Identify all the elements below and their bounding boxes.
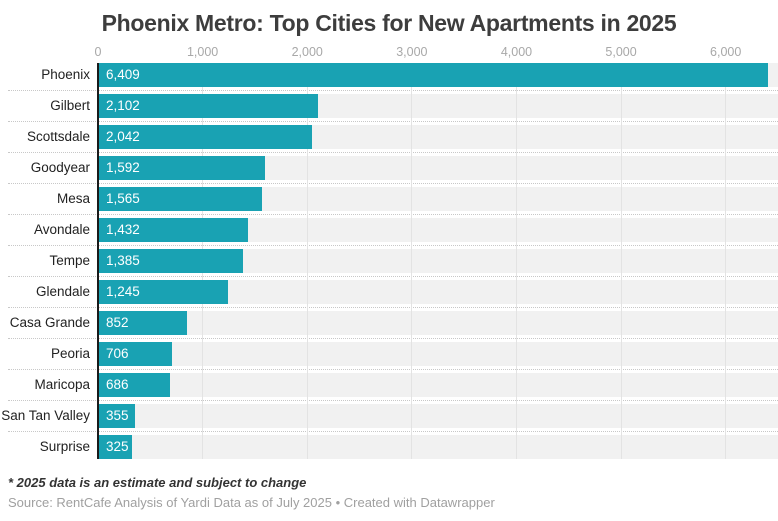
row-separator <box>0 242 778 249</box>
bar-row: Gilbert 2,102 <box>0 94 778 118</box>
bar-value-label: 706 <box>106 346 129 361</box>
row-separator <box>0 335 778 342</box>
bar: 325 <box>98 435 132 459</box>
bar: 706 <box>98 342 172 366</box>
bar-row: Casa Grande 852 <box>0 311 778 335</box>
zero-axis-line <box>97 63 99 459</box>
category-label: San Tan Valley <box>1 408 90 423</box>
bar-track: 355 <box>98 404 778 428</box>
bar: 1,592 <box>98 156 265 180</box>
category-label: Maricopa <box>34 377 90 392</box>
bar-value-label: 2,042 <box>106 129 140 144</box>
bar-value-label: 1,385 <box>106 253 140 268</box>
bar-track: 1,432 <box>98 218 778 242</box>
row-separator <box>0 87 778 94</box>
bar-track: 1,565 <box>98 187 778 211</box>
bar-value-label: 1,565 <box>106 191 140 206</box>
bar-row: Peoria 706 <box>0 342 778 366</box>
category-label: Gilbert <box>50 98 90 113</box>
bar-track: 852 <box>98 311 778 335</box>
bar-row: Tempe 1,385 <box>0 249 778 273</box>
bar: 2,102 <box>98 94 318 118</box>
category-label: Scottsdale <box>26 129 90 144</box>
gridline <box>515 63 517 459</box>
axis-tick-label: 6,000 <box>710 45 742 59</box>
axis-tick-label: 0 <box>94 45 102 59</box>
bar-row: Surprise 325 <box>0 435 778 459</box>
bar: 1,385 <box>98 249 243 273</box>
category-label: Avondale <box>33 222 90 237</box>
category-label: Goodyear <box>30 160 90 175</box>
bar: 1,245 <box>98 280 229 304</box>
row-separator <box>0 397 778 404</box>
bar-value-label: 1,432 <box>106 222 140 237</box>
bar-value-label: 686 <box>106 377 129 392</box>
x-axis: 0 1,000 2,000 3,000 4,000 5,000 6,000 <box>0 45 778 60</box>
bar-row: Avondale 1,432 <box>0 218 778 242</box>
row-separator <box>0 211 778 218</box>
gridline <box>620 63 622 459</box>
row-separator <box>0 304 778 311</box>
bar-row: Mesa 1,565 <box>0 187 778 211</box>
bar-value-label: 1,245 <box>106 284 140 299</box>
row-separator <box>0 118 778 125</box>
axis-tick-label: 2,000 <box>291 45 323 59</box>
bar-track: 325 <box>98 435 778 459</box>
axis-tick-label: 1,000 <box>186 45 219 59</box>
footnote: * 2025 data is an estimate and subject t… <box>8 475 307 490</box>
bar-track: 686 <box>98 373 778 397</box>
bar-row: San Tan Valley 355 <box>0 404 778 428</box>
category-label: Mesa <box>56 191 90 206</box>
axis-tick-label: 4,000 <box>500 45 533 59</box>
category-label: Phoenix <box>41 67 90 82</box>
row-separator <box>0 180 778 187</box>
bar-value-label: 355 <box>106 408 129 423</box>
bar-track: 1,385 <box>98 249 778 273</box>
bar-row: Maricopa 686 <box>0 373 778 397</box>
bar-track: 706 <box>98 342 778 366</box>
gridline <box>411 63 413 459</box>
bar-row: Phoenix 6,409 <box>0 63 778 87</box>
bar-value-label: 325 <box>106 439 129 454</box>
bar-value-label: 6,409 <box>106 67 140 82</box>
row-separator <box>0 149 778 156</box>
bar-track: 6,409 <box>98 63 778 87</box>
bar-row: Glendale 1,245 <box>0 280 778 304</box>
row-separator <box>0 366 778 373</box>
category-label: Glendale <box>35 284 90 299</box>
chart-title: Phoenix Metro: Top Cities for New Apartm… <box>101 10 677 36</box>
bar-row: Scottsdale 2,042 <box>0 125 778 149</box>
bar-track: 1,592 <box>98 156 778 180</box>
gridline <box>306 63 308 459</box>
category-label: Tempe <box>49 253 90 268</box>
row-separator <box>0 428 778 435</box>
bar: 6,409 <box>98 63 769 87</box>
bar-row: Goodyear 1,592 <box>0 156 778 180</box>
gridline <box>725 63 727 459</box>
bar-value-label: 852 <box>106 315 129 330</box>
bar: 355 <box>98 404 136 428</box>
bar-value-label: 2,102 <box>106 98 140 113</box>
bar-track: 1,245 <box>98 280 778 304</box>
plot-area: Phoenix 6,409 Gilbert 2,102 Scottsdale 2,042 G… <box>0 63 778 459</box>
axis-tick-label: 5,000 <box>605 45 637 59</box>
bar: 686 <box>98 373 170 397</box>
bar: 2,042 <box>98 125 312 149</box>
source-line: Source: RentCafe Analysis of Yardi Data … <box>8 495 495 510</box>
bar-track: 2,042 <box>98 125 778 149</box>
bar: 1,432 <box>98 218 248 242</box>
bar: 1,565 <box>98 187 262 211</box>
category-label: Peoria <box>50 346 90 361</box>
category-label: Casa Grande <box>9 315 90 330</box>
bar-track: 2,102 <box>98 94 778 118</box>
bar: 852 <box>98 311 188 335</box>
row-separator <box>0 273 778 280</box>
category-label: Surprise <box>39 439 90 454</box>
bar-value-label: 1,592 <box>106 160 140 175</box>
axis-tick-label: 3,000 <box>396 45 428 59</box>
